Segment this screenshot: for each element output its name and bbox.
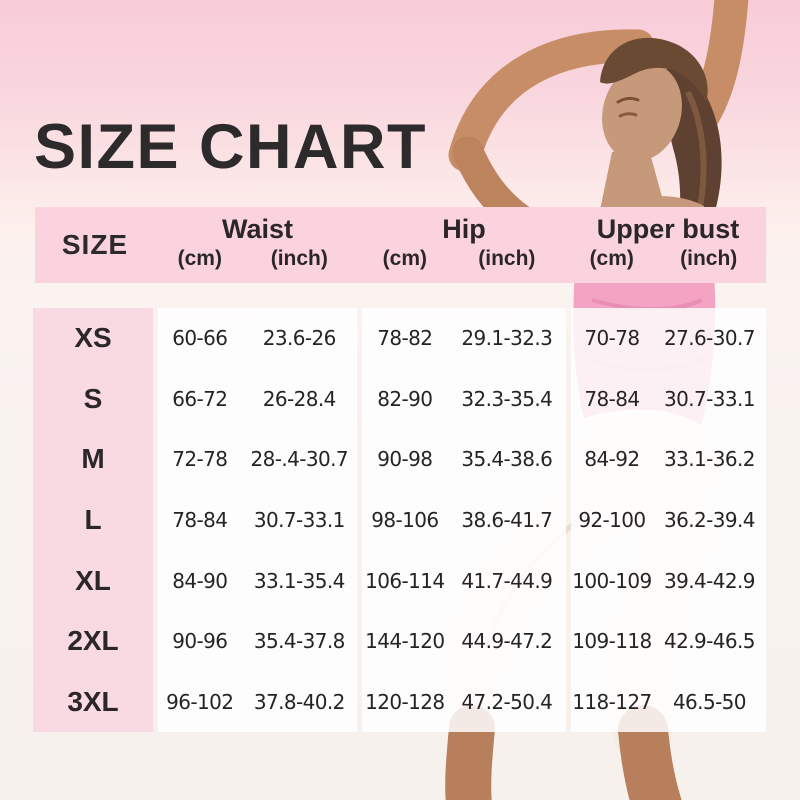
header-size: SIZE xyxy=(61,229,129,260)
table-row: 78-84 30.7-33.1 xyxy=(158,490,357,551)
header-bust-cm: (cm) xyxy=(589,247,634,270)
hip-cm-value: 82-90 xyxy=(377,386,433,411)
table-row: 109-118 42.9-46.5 xyxy=(571,611,766,672)
table-row: 72-78 28-.4-30.7 xyxy=(158,429,357,490)
hip-panel: 78-82 29.1-32.3 82-90 32.3-35.4 90-98 35.4-… xyxy=(362,308,566,732)
hip-inch-value: 47.2-50.4 xyxy=(461,689,553,714)
header-group-hip: Hip (cm) (inch) xyxy=(362,214,566,276)
table-row: 100-109 39.4-42.9 xyxy=(571,550,766,611)
table-row: 92-100 36.2-39.4 xyxy=(571,490,766,551)
waist-inch-value: 37.8-40.2 xyxy=(253,689,345,714)
size-label: XS xyxy=(74,322,112,354)
hip-cm-value: 90-98 xyxy=(377,447,433,472)
table-row: 78-84 30.7-33.1 xyxy=(571,369,766,430)
table-row: 106-114 41.7-44.9 xyxy=(362,550,566,611)
waist-inch-value: 30.7-33.1 xyxy=(253,508,345,533)
upper-bust-panel: 70-78 27.6-30.7 78-84 30.7-33.1 84-92 33.1-… xyxy=(571,308,766,732)
table-header: SIZE Waist (cm) (inch) Hip (cm) (inch) U… xyxy=(35,207,766,283)
bust-inch-value: 33.1-36.2 xyxy=(663,447,755,472)
table-row: 144-120 44.9-47.2 xyxy=(362,611,566,672)
hip-cm-value: 120-128 xyxy=(365,689,445,714)
header-hip-inch: (inch) xyxy=(478,247,536,270)
header-waist-label: Waist xyxy=(221,214,293,244)
hip-inch-value: 41.7-44.9 xyxy=(461,568,553,593)
waist-cm-value: 84-90 xyxy=(172,568,228,593)
table-row: 120-128 47.2-50.4 xyxy=(362,671,566,732)
header-waist-inch: (inch) xyxy=(270,247,328,270)
waist-cm-value: 78-84 xyxy=(172,508,228,533)
page-title: SIZE CHART xyxy=(34,112,427,182)
hip-cm-value: 78-82 xyxy=(377,326,433,351)
waist-inch-value: 35.4-37.8 xyxy=(253,629,345,654)
table-row: 60-66 23.6-26 xyxy=(158,308,357,369)
hip-cm-value: 106-114 xyxy=(365,568,445,593)
waist-inch-value: 28-.4-30.7 xyxy=(250,447,349,472)
waist-inch-value: 33.1-35.4 xyxy=(253,568,345,593)
waist-cm-value: 90-96 xyxy=(172,629,228,654)
size-label: 3XL xyxy=(67,685,119,717)
header-bust-inch: (inch) xyxy=(680,247,738,270)
header-group-upper-bust: Upper bust (cm) (inch) xyxy=(571,214,765,276)
waist-cm-value: 60-66 xyxy=(172,326,228,351)
bust-cm-value: 84-92 xyxy=(584,447,640,472)
waist-cm-value: 96-102 xyxy=(166,689,234,714)
hip-cm-value: 98-106 xyxy=(371,508,439,533)
header-hip-cm: (cm) xyxy=(382,247,427,270)
size-label: M xyxy=(81,443,105,475)
size-column: XS S M L XL 2XL 3XL xyxy=(33,308,153,732)
bust-inch-value: 39.4-42.9 xyxy=(663,568,755,593)
hip-inch-value: 29.1-32.3 xyxy=(461,326,553,351)
table-row: 82-90 32.3-35.4 xyxy=(362,369,566,430)
hip-inch-value: 32.3-35.4 xyxy=(461,386,553,411)
bust-inch-value: 42.9-46.5 xyxy=(663,629,755,654)
table-row: 96-102 37.8-40.2 xyxy=(158,671,357,732)
bust-inch-value: 30.7-33.1 xyxy=(663,386,755,411)
hip-inch-value: 35.4-38.6 xyxy=(461,447,553,472)
table-row: 84-90 33.1-35.4 xyxy=(158,550,357,611)
table-row: 70-78 27.6-30.7 xyxy=(571,308,766,369)
waist-panel: 60-66 23.6-26 66-72 26-28.4 72-78 28-.4-30.… xyxy=(158,308,357,732)
hip-cm-value: 144-120 xyxy=(365,629,445,654)
header-hip-label: Hip xyxy=(442,214,486,244)
waist-inch-value: 23.6-26 xyxy=(262,326,337,351)
bust-cm-value: 92-100 xyxy=(578,508,646,533)
table-row: 66-72 26-28.4 xyxy=(158,369,357,430)
header-waist-cm: (cm) xyxy=(177,247,222,270)
waist-cm-value: 66-72 xyxy=(172,386,228,411)
table-row: 78-82 29.1-32.3 xyxy=(362,308,566,369)
table-row: 90-96 35.4-37.8 xyxy=(158,611,357,672)
bust-inch-value: 27.6-30.7 xyxy=(663,326,755,351)
hip-inch-value: 44.9-47.2 xyxy=(461,629,553,654)
bust-inch-value: 46.5-50 xyxy=(672,689,747,714)
table-row: 118-127 46.5-50 xyxy=(571,671,766,732)
bust-inch-value: 36.2-39.4 xyxy=(663,508,755,533)
bust-cm-value: 78-84 xyxy=(584,386,640,411)
table-row: 98-106 38.6-41.7 xyxy=(362,490,566,551)
size-label: 2XL xyxy=(67,625,119,657)
size-label: L xyxy=(84,504,102,536)
header-bust-label: Upper bust xyxy=(596,214,740,244)
hip-inch-value: 38.6-41.7 xyxy=(461,508,553,533)
waist-inch-value: 26-28.4 xyxy=(262,386,337,411)
size-label: XL xyxy=(75,564,111,596)
header-group-waist: Waist (cm) (inch) xyxy=(158,214,357,276)
table-row: 84-92 33.1-36.2 xyxy=(571,429,766,490)
size-label: S xyxy=(83,382,103,414)
table-row: 90-98 35.4-38.6 xyxy=(362,429,566,490)
bust-cm-value: 70-78 xyxy=(584,326,640,351)
waist-cm-value: 72-78 xyxy=(172,447,228,472)
bust-cm-value: 100-109 xyxy=(572,568,652,593)
bust-cm-value: 109-118 xyxy=(572,629,652,654)
bust-cm-value: 118-127 xyxy=(572,689,652,714)
